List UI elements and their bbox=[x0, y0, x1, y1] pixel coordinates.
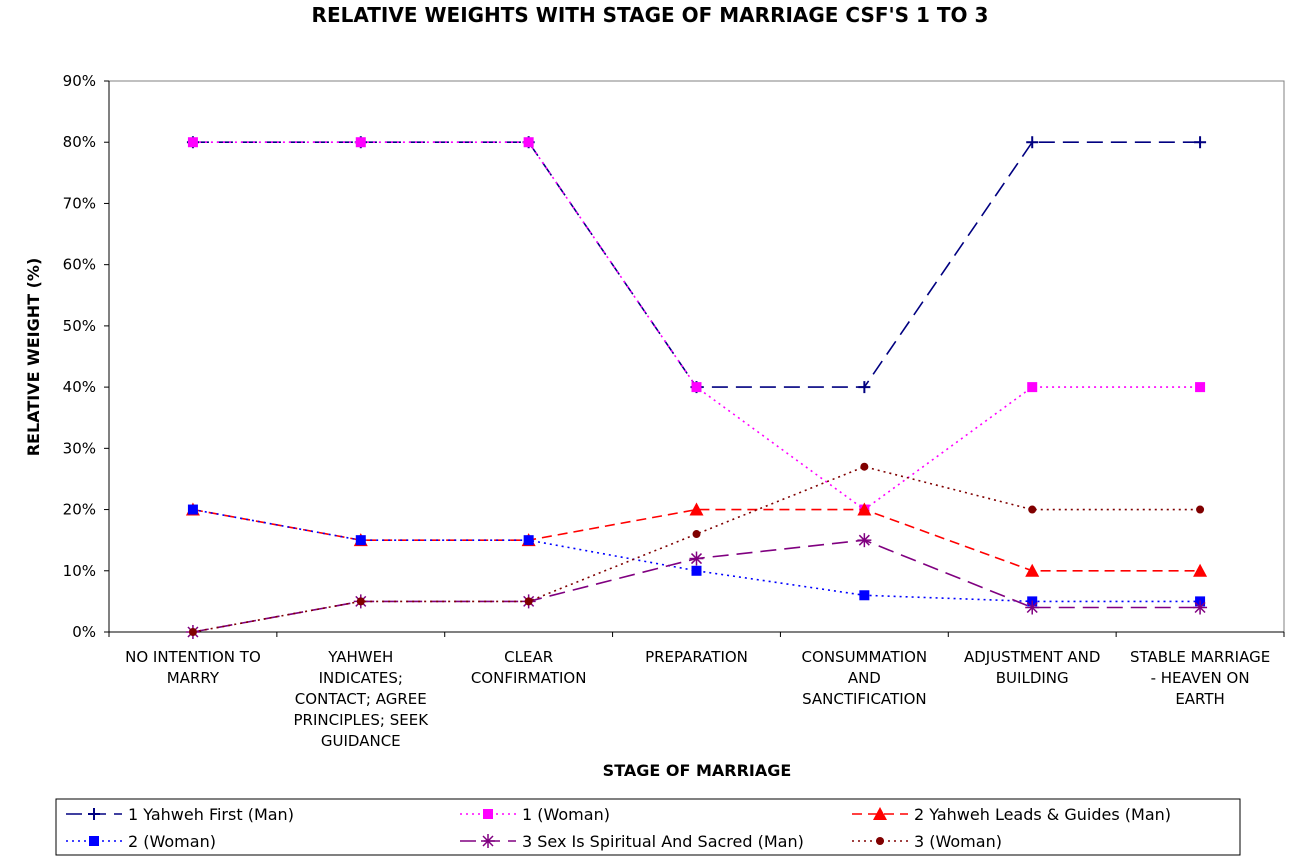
plot-area bbox=[108, 80, 1285, 633]
data-point bbox=[355, 137, 366, 148]
series-layer bbox=[185, 136, 1208, 639]
legend-label: 3 (Woman) bbox=[914, 832, 1002, 851]
legend-item: 1 Yahweh First (Man) bbox=[66, 805, 294, 824]
data-point bbox=[89, 836, 99, 846]
x-axis: NO INTENTION TO MARRY YAHWEH INDICATES; CONT… bbox=[108, 631, 1285, 750]
data-point bbox=[859, 590, 870, 601]
y-axis: 0% 10% 20% 30% 40% 50% 60% 70% 80% 90% bbox=[63, 72, 110, 641]
y-tick-label: 70% bbox=[63, 194, 96, 212]
data-point bbox=[523, 535, 534, 546]
x-category-label: PREPARATION bbox=[645, 648, 748, 666]
data-point bbox=[187, 137, 198, 148]
legend-label: 3 Sex Is Spiritual And Sacred (Man) bbox=[522, 832, 804, 851]
data-point bbox=[88, 808, 100, 820]
y-tick-label: 40% bbox=[63, 378, 96, 396]
legend: 1 Yahweh First (Man) 1 (Woman) 2 Yahweh Le… bbox=[66, 805, 1171, 851]
data-point bbox=[857, 533, 872, 548]
data-point bbox=[691, 565, 702, 576]
y-tick-label: 80% bbox=[63, 133, 96, 151]
data-point bbox=[1025, 600, 1040, 615]
legend-label: 1 Yahweh First (Man) bbox=[128, 805, 294, 824]
data-point bbox=[1193, 563, 1208, 577]
x-axis-title: STAGE OF MARRIAGE bbox=[603, 761, 792, 780]
data-point bbox=[356, 597, 365, 606]
x-category-label: NO INTENTION TO MARRY bbox=[125, 648, 261, 687]
data-point bbox=[858, 381, 871, 394]
data-point bbox=[689, 502, 704, 516]
data-point bbox=[187, 504, 198, 515]
data-point bbox=[524, 597, 533, 606]
legend-item: 1 (Woman) bbox=[460, 805, 610, 824]
data-point bbox=[1028, 505, 1037, 514]
data-point bbox=[1196, 505, 1205, 514]
data-point bbox=[873, 807, 887, 820]
data-point bbox=[1193, 600, 1208, 615]
data-point bbox=[1027, 382, 1038, 393]
y-tick-label: 20% bbox=[63, 501, 96, 519]
data-point bbox=[689, 551, 704, 566]
legend-label: 2 (Woman) bbox=[128, 832, 216, 851]
x-category-label: YAHWEH INDICATES; CONTACT; AGREE PRINCIPLES… bbox=[294, 648, 430, 750]
y-tick-label: 60% bbox=[63, 256, 96, 274]
data-point bbox=[1025, 563, 1040, 577]
y-tick-label: 10% bbox=[63, 562, 96, 580]
data-point bbox=[355, 535, 366, 546]
y-tick-label: 90% bbox=[63, 72, 96, 90]
x-category-label: CONSUMMATION AND SANCTIFICATION bbox=[802, 648, 928, 708]
x-category-label: STABLE MARRIAGE - HEAVEN ON EARTH bbox=[1130, 648, 1270, 708]
legend-item: 3 (Woman) bbox=[852, 832, 1002, 851]
data-point bbox=[857, 502, 872, 516]
legend-box bbox=[55, 798, 1241, 856]
data-point bbox=[1195, 382, 1206, 393]
legend-item: 2 Yahweh Leads & Guides (Man) bbox=[852, 805, 1171, 824]
data-point bbox=[483, 809, 493, 819]
y-axis-title: RELATIVE WEIGHT (%) bbox=[24, 258, 43, 457]
chart-title: RELATIVE WEIGHTS WITH STAGE OF MARRIAGE … bbox=[312, 3, 989, 27]
data-point bbox=[1194, 136, 1207, 149]
series-6 bbox=[188, 462, 1205, 636]
x-category-label: ADJUSTMENT AND BUILDING bbox=[964, 648, 1101, 687]
data-point bbox=[691, 382, 702, 393]
data-point bbox=[523, 137, 534, 148]
data-point bbox=[692, 530, 701, 539]
y-tick-label: 30% bbox=[63, 439, 96, 457]
data-point bbox=[481, 834, 495, 848]
legend-label: 1 (Woman) bbox=[522, 805, 610, 824]
legend-item: 3 Sex Is Spiritual And Sacred (Man) bbox=[460, 832, 804, 851]
data-point bbox=[876, 837, 884, 845]
data-point bbox=[1026, 136, 1039, 149]
data-point bbox=[188, 628, 197, 636]
y-tick-label: 0% bbox=[72, 623, 96, 641]
x-category-label: CLEAR CONFIRMATION bbox=[471, 648, 587, 687]
legend-label: 2 Yahweh Leads & Guides (Man) bbox=[914, 805, 1171, 824]
y-tick-label: 50% bbox=[63, 317, 96, 335]
legend-item: 2 (Woman) bbox=[66, 832, 216, 851]
data-point bbox=[860, 462, 869, 471]
